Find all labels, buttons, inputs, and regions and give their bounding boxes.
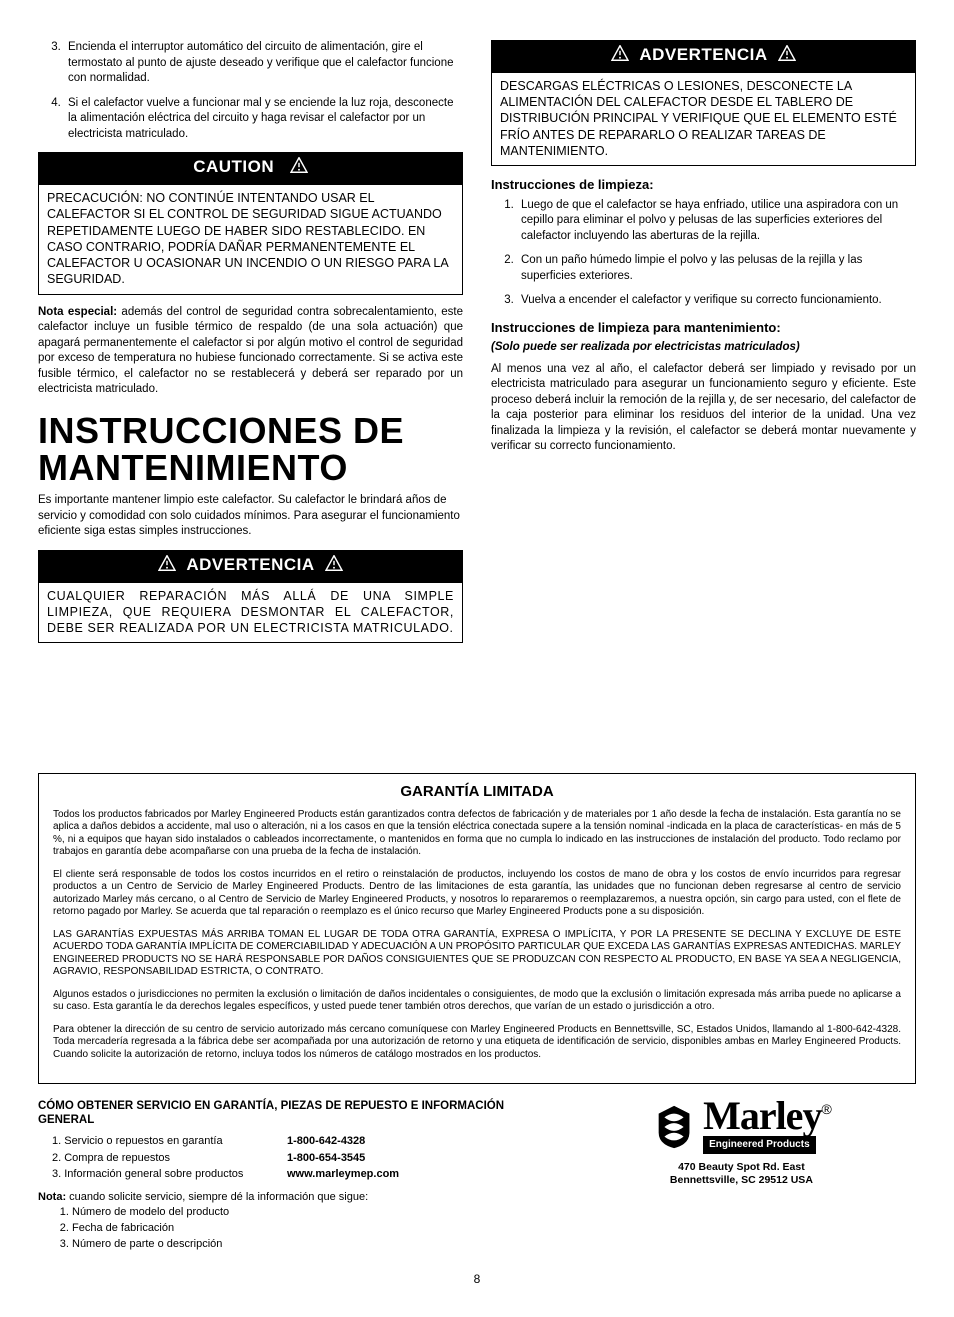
warning-triangle-icon [158, 555, 176, 571]
footer-note: Nota: cuando solicite servicio, siempre … [38, 1190, 527, 1251]
registered-icon: ® [821, 1101, 831, 1117]
list-item: Número de modelo del producto [72, 1205, 527, 1220]
note-body: además del control de seguridad contra s… [38, 306, 463, 396]
list-item: Encienda el interruptor automático del c… [64, 40, 463, 87]
advertencia-banner-1: ADVERTENCIA [38, 550, 463, 582]
footer-note-lead: Nota: [38, 1191, 66, 1203]
list-item: Con un paño húmedo limpie el polvo y las… [517, 253, 916, 284]
brand-name: Marley [703, 1093, 821, 1138]
advertencia-banner-2: ADVERTENCIA [491, 40, 916, 72]
page-number: 8 [38, 1271, 916, 1287]
contact-label: 1. Servicio o repuestos en garantía [52, 1134, 287, 1149]
caution-box: PRECACUCIÓN: NO CONTINÚE INTENTANDO USAR… [38, 184, 463, 295]
maint-head: Instrucciones de limpieza para mantenimi… [491, 319, 916, 337]
advertencia-box-1: CUALQUIER REPARACIÓN MÁS ALLÁ DE UNA SIM… [38, 582, 463, 644]
brand-sub: Engineered Products [703, 1136, 816, 1154]
warranty-para: El cliente será responsable de todos los… [53, 869, 901, 919]
footer-note-text: cuando solicite servicio, siempre dé la … [66, 1191, 368, 1203]
caution-body: PRECACUCIÓN: NO CONTINÚE INTENTANDO USAR… [47, 190, 454, 288]
note-label: Nota especial: [38, 306, 117, 318]
warning-triangle-icon [290, 157, 308, 173]
contact-label: 3. Información general sobre productos [52, 1167, 287, 1182]
warranty-para: Para obtener la dirección de su centro d… [53, 1024, 901, 1062]
advertencia-label-1: ADVERTENCIA [186, 555, 314, 574]
footer-note-list: Número de modelo del productoFecha de fa… [38, 1205, 527, 1252]
caution-banner: CAUTION [38, 152, 463, 184]
warning-triangle-icon [611, 45, 629, 61]
numbered-list-top: Encienda el interruptor automático del c… [38, 40, 463, 142]
advertencia-body-2: DESCARGAS ELÉCTRICAS O LESIONES, DESCONE… [500, 78, 907, 159]
list-item: Número de parte o descripción [72, 1237, 527, 1252]
addr-line1: 470 Beauty Spot Rd. East [678, 1161, 805, 1173]
company-address: 470 Beauty Spot Rd. East Bennettsville, … [567, 1161, 916, 1188]
maintenance-heading: INSTRUCCIONES DE MANTENIMIENTO [38, 412, 463, 488]
marley-logo: Marley® Engineered Products [651, 1100, 832, 1153]
contact-row: 1. Servicio o repuestos en garantía1-800… [52, 1134, 527, 1149]
advertencia-label-2: ADVERTENCIA [639, 45, 767, 64]
advertencia-box-2: DESCARGAS ELÉCTRICAS O LESIONES, DESCONE… [491, 72, 916, 166]
contact-row: 3. Información general sobre productosww… [52, 1167, 527, 1182]
footer-right: Marley® Engineered Products 470 Beauty S… [567, 1100, 916, 1253]
warning-triangle-icon [325, 555, 343, 571]
warranty-para: LAS GARANTÍAS EXPUESTAS MÁS ARRIBA TOMAN… [53, 929, 901, 979]
caution-label: CAUTION [193, 157, 274, 176]
cleaning-list: Luego de que el calefactor se haya enfri… [491, 198, 916, 309]
warning-triangle-icon [778, 45, 796, 61]
contact-label: 2. Compra de repuestos [52, 1151, 287, 1166]
maintenance-intro: Es importante mantener limpio este calef… [38, 493, 463, 540]
warranty-para: Todos los productos fabricados por Marle… [53, 809, 901, 859]
addr-line2: Bennettsville, SC 29512 USA [670, 1174, 813, 1186]
marley-logo-icon [651, 1104, 697, 1150]
cleaning-head: Instrucciones de limpieza: [491, 176, 916, 194]
list-item: Fecha de fabricación [72, 1221, 527, 1236]
footer-left: CÓMO OBTENER SERVICIO EN GARANTÍA, PIEZA… [38, 1100, 527, 1253]
contact-value: www.marleymep.com [287, 1167, 399, 1182]
list-item: Si el calefactor vuelve a funcionar mal … [64, 96, 463, 143]
contact-value: 1-800-642-4328 [287, 1134, 365, 1149]
maint-para: Al menos una vez al año, el calefactor d… [491, 362, 916, 455]
contact-table: 1. Servicio o repuestos en garantía1-800… [38, 1134, 527, 1183]
contact-value: 1-800-654-3545 [287, 1151, 365, 1166]
list-item: Vuelva a encender el calefactor y verifi… [517, 293, 916, 309]
footer-head: CÓMO OBTENER SERVICIO EN GARANTÍA, PIEZA… [38, 1100, 527, 1128]
warranty-para: Algunos estados o jurisdicciones no perm… [53, 989, 901, 1014]
contact-row: 2. Compra de repuestos1-800-654-3545 [52, 1151, 527, 1166]
advertencia-body-1: CUALQUIER REPARACIÓN MÁS ALLÁ DE UNA SIM… [47, 588, 454, 637]
warranty-title: GARANTÍA LIMITADA [53, 782, 901, 802]
warranty-box: GARANTÍA LIMITADA Todos los productos fa… [38, 773, 916, 1084]
list-item: Luego de que el calefactor se haya enfri… [517, 198, 916, 245]
special-note: Nota especial: además del control de seg… [38, 305, 463, 398]
maint-sub: (Solo puede ser realizada por electricis… [491, 340, 916, 356]
